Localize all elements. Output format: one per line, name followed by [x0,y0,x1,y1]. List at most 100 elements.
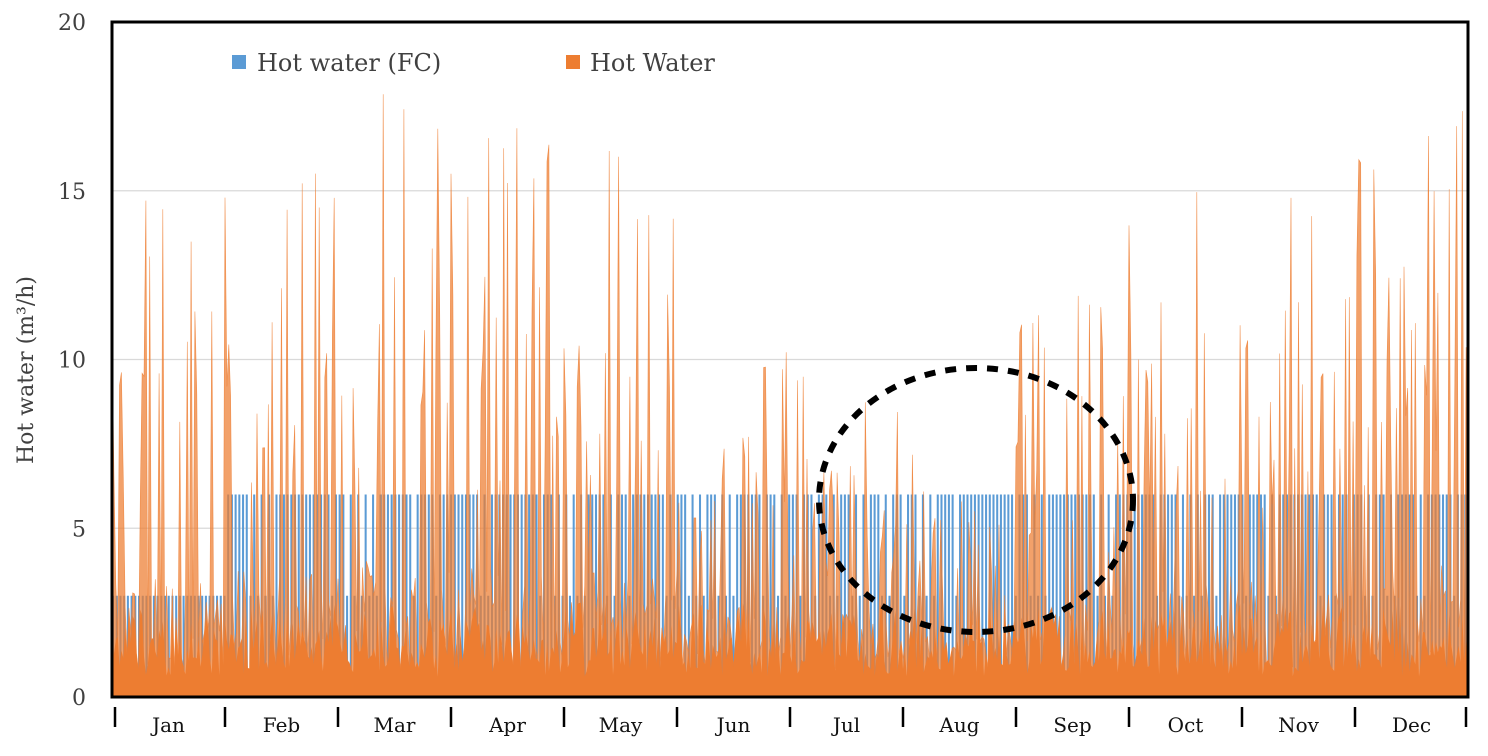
fc-bar [1219,494,1222,697]
fc-bar [528,494,531,697]
fc-bar [1315,494,1318,697]
fc-bar [736,494,739,697]
fc-bar [951,494,954,697]
hot-water-area [111,94,1469,698]
fc-bar [732,595,735,697]
fc-bar [1341,494,1344,697]
fc-bar [758,494,761,697]
fc-bar [1048,494,1051,697]
fc-bar [1059,494,1062,697]
x-tick-label-feb: Feb [263,713,300,737]
fc-bar [182,595,185,697]
fc-bar [903,595,906,697]
fc-bar [594,494,598,697]
fc-bar [654,494,657,697]
fc-bar [788,494,791,697]
fc-bar [253,494,256,697]
x-tick-label-nov: Nov [1278,713,1320,737]
fc-bar [1263,494,1266,697]
fc-bar [1207,494,1210,697]
fc-bar [572,494,575,697]
x-tick-label-jul: Jul [831,713,860,737]
fc-bar [1226,494,1229,697]
x-tick-label-jan: Jan [150,713,185,737]
plot-frame [110,20,1470,699]
fc-bar [520,494,523,697]
y-tick-label: 10 [58,349,86,374]
y-axis-ticks: 0 5 10 15 20 [58,11,86,711]
fc-bar [936,494,939,697]
fc-bar [1092,494,1095,697]
fc-bar [684,494,687,697]
x-tick-label-aug: Aug [938,713,979,737]
fc-bar [1445,494,1448,697]
fc-bar [1330,494,1333,697]
y-tick-label: 5 [72,517,86,542]
fc-bar [999,494,1002,697]
fc-bar [453,494,456,697]
fc-bar [338,494,341,697]
x-axis-ticks: Jan Feb Mar Apr May Jun Jul Aug Sep Oct Nov Dec [113,707,1468,737]
fc-bar [702,595,705,697]
fc-bar [1181,494,1184,697]
x-tick-label-oct: Oct [1168,713,1204,737]
fc-bar [680,494,683,697]
fc-bar [858,595,861,697]
fc-bar [1011,494,1014,697]
fc-bar [728,494,731,697]
fc-bar [509,494,512,697]
fc-bar [873,494,876,697]
x-tick-label-jun: Jun [715,713,751,737]
fc-bar [840,494,843,697]
fc-bar [234,494,237,697]
fc-bar [405,494,408,697]
hot-water-base-area [112,602,1468,697]
fc-bar [427,494,430,697]
fc-bar [1252,494,1255,697]
fc-bar [1408,494,1411,697]
fc-bar [1170,494,1173,697]
fc-bar [442,494,445,697]
fc-bar [1233,494,1236,697]
x-tick-label-may: May [599,713,643,737]
fc-bar [416,494,419,697]
fc-bar [706,494,709,697]
fc-bar [1040,494,1043,697]
fc-bar [1326,494,1329,697]
y-tick-label: 0 [72,686,86,711]
series-hot-water [111,94,1469,698]
fc-bar [1304,494,1307,697]
fc-bar [1055,494,1058,697]
fc-bar [899,494,902,697]
fc-bar [947,494,950,697]
fc-bar [992,494,995,697]
fc-bar [346,595,349,697]
x-tick-label-dec: Dec [1392,713,1431,737]
x-tick-label-apr: Apr [488,713,526,737]
fc-bar [661,494,664,697]
x-tick-label-mar: Mar [374,713,416,737]
fc-bar [535,494,538,697]
fc-bar [914,494,917,697]
fc-bar [632,494,635,697]
fc-bar [167,595,170,697]
fc-bar [1167,494,1170,697]
fc-bar [996,494,999,697]
fc-bar [1141,494,1144,697]
fc-bar [1419,494,1422,697]
y-tick-label: 15 [58,180,86,205]
fc-bar [843,494,846,697]
fc-bar [985,494,988,697]
fc-bar [461,494,464,697]
fc-bar [386,494,389,697]
fc-bar [1051,494,1054,697]
y-axis-label: Hot water (m³/h) [14,276,39,464]
highlight-circle [816,365,1136,635]
fc-bar [398,494,401,697]
fc-bar [1133,494,1136,697]
fc-bar [624,494,627,697]
fc-bar [297,494,300,697]
fc-bar [1063,494,1066,697]
fc-bar [1248,494,1251,697]
